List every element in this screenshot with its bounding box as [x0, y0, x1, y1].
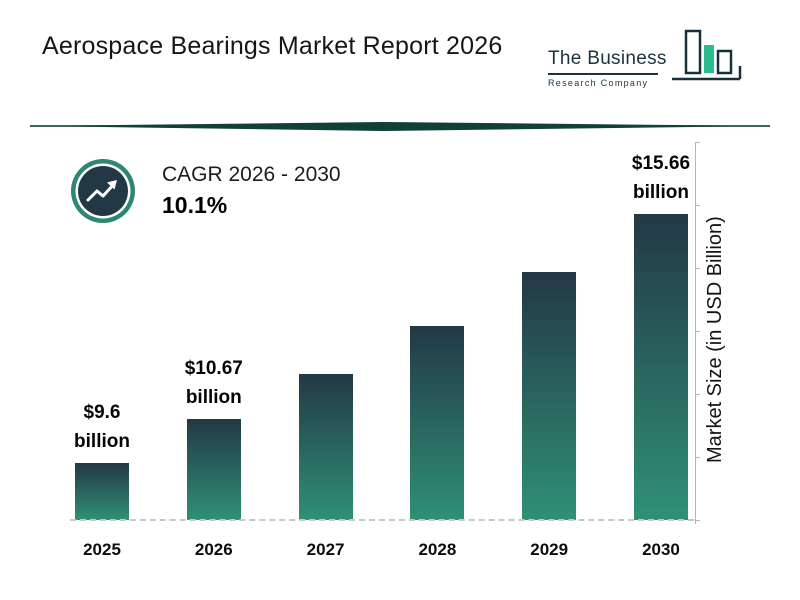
- x-axis-label-2030: 2030: [642, 540, 680, 559]
- bar-column-2029: 2029: [522, 272, 577, 559]
- bar-column-2026: $10.67 billion 2026: [184, 355, 243, 559]
- y-axis-line: [695, 142, 701, 524]
- bar-value-label-2030: $15.66 billion: [631, 153, 691, 203]
- page-title: Aerospace Bearings Market Report 2026: [42, 32, 503, 60]
- bar-value-label-2026: $10.67 billion: [184, 358, 243, 408]
- chart-baseline: [70, 519, 694, 521]
- bar-column-2030: $15.66 billion 2030: [631, 150, 691, 559]
- bar-2025: [75, 463, 129, 520]
- divider-rule: [30, 122, 770, 131]
- bar-column-2025: $9.6 billion 2025: [74, 399, 130, 559]
- x-axis-label-2029: 2029: [530, 540, 569, 559]
- company-logo: The Business Research Company: [548, 28, 750, 106]
- x-axis-label-2025: 2025: [83, 540, 121, 559]
- bar-column-2028: 2028: [410, 326, 465, 559]
- x-axis-label-2027: 2027: [306, 540, 345, 559]
- bar-2029: [522, 272, 577, 520]
- logo-company-name: The Business: [548, 48, 667, 69]
- cagr-badge: CAGR 2026 - 2030 10.1%: [70, 158, 341, 224]
- bar-column-2027: 2027: [298, 374, 353, 559]
- bar-2030: [633, 214, 688, 520]
- bar-2027: [298, 374, 353, 520]
- y-axis-title: Market Size (in USD Billion): [704, 216, 726, 464]
- logo-text: The Business Research Company: [548, 48, 667, 88]
- bar-2026: [186, 419, 241, 520]
- bar-2028: [410, 326, 465, 520]
- logo-rule: [548, 73, 658, 75]
- bar-chart: $9.6 billion 2025 $10.67 billion 2026 2027 2028…: [74, 150, 691, 559]
- cagr-label: CAGR 2026 - 2030: [162, 163, 341, 186]
- logo-company-subname: Research Company: [548, 78, 649, 88]
- growth-trend-icon: [71, 159, 135, 223]
- bar-value-label-2025: $9.6 billion: [74, 402, 130, 452]
- x-axis-label-2028: 2028: [418, 540, 457, 559]
- x-axis-label-2026: 2026: [194, 540, 233, 559]
- cagr-value: 10.1%: [162, 192, 228, 218]
- logo-bars-icon: [672, 29, 742, 81]
- cagr-text: CAGR 2026 - 2030 10.1%: [162, 163, 341, 219]
